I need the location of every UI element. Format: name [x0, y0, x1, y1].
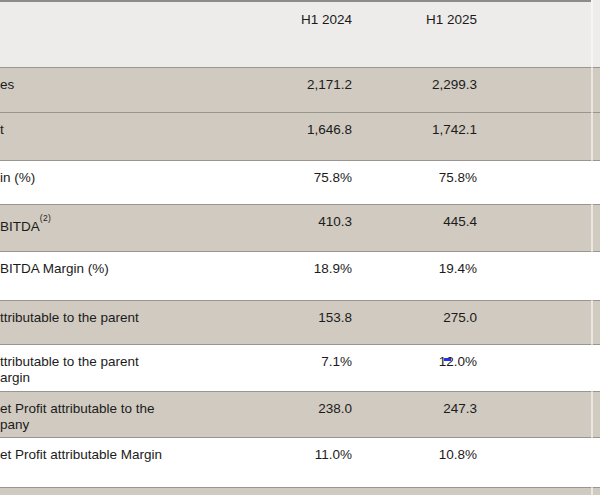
- value-h1-2025: 247.3: [352, 392, 477, 437]
- footnote-marker: (2): [40, 213, 51, 223]
- value-h1-2025: 445.4: [352, 205, 477, 251]
- financial-table: H1 2024 H1 2025 es 2,171.2 2,299.3 t 1,6…: [0, 0, 600, 495]
- value-h1-2025: 12.0%: [352, 345, 477, 391]
- table-row: BITDA Margin (%) 18.9% 19.4%: [0, 252, 600, 301]
- row-label: es: [0, 68, 222, 112]
- column-header-h1-2024: H1 2024: [222, 12, 352, 67]
- row-label: in (%): [0, 161, 222, 204]
- header-spacer: [0, 12, 222, 67]
- value-h1-2024: 11.0%: [222, 438, 352, 487]
- value-h1-2024: 2,171.2: [222, 68, 352, 112]
- value-h1-2024: 153.8: [222, 301, 352, 344]
- row-label: t: [0, 113, 222, 160]
- table-row-cropped: [0, 488, 600, 495]
- value-h1-2024: 7.1%: [222, 345, 352, 391]
- row-label: ttributable to the parent: [0, 301, 222, 344]
- table-row: in (%) 75.8% 75.8%: [0, 161, 600, 205]
- value-h1-2025: 2,299.3: [352, 68, 477, 112]
- table-row: es 2,171.2 2,299.3: [0, 68, 600, 113]
- table-row: t 1,646.8 1,742.1: [0, 113, 600, 161]
- table-row: et Profit attributable Margin 11.0% 10.8…: [0, 438, 600, 488]
- value-h1-2025: 10.8%: [352, 438, 477, 487]
- value-h1-2024: 1,646.8: [222, 113, 352, 160]
- text-caret-artifact: [444, 358, 451, 361]
- value-h1-2025: 75.8%: [352, 161, 477, 204]
- value-h1-2024: 18.9%: [222, 252, 352, 300]
- column-gap-line: [591, 0, 593, 495]
- value-h1-2024: 238.0: [222, 392, 352, 437]
- row-label: et Profit attributable Margin: [0, 438, 222, 487]
- row-label: BITDA(2): [0, 205, 222, 251]
- row-label: et Profit attributable to the pany: [0, 392, 222, 437]
- table-header-row: H1 2024 H1 2025: [0, 0, 600, 68]
- value-h1-2025: 1,742.1: [352, 113, 477, 160]
- value-h1-2024: 410.3: [222, 205, 352, 251]
- value-h1-2025: 275.0: [352, 301, 477, 344]
- financial-results-table-view: H1 2024 H1 2025 es 2,171.2 2,299.3 t 1,6…: [0, 0, 600, 495]
- table-row: BITDA(2) 410.3 445.4: [0, 205, 600, 252]
- row-label: BITDA Margin (%): [0, 252, 222, 300]
- value-h1-2024: 75.8%: [222, 161, 352, 204]
- value-h1-2025: 19.4%: [352, 252, 477, 300]
- column-header-h1-2025: H1 2025: [352, 12, 477, 67]
- row-label: ttributable to the parent argin: [0, 345, 222, 391]
- table-row: ttributable to the parent 153.8 275.0: [0, 301, 600, 345]
- table-row: ttributable to the parent argin 7.1% 12.…: [0, 345, 600, 392]
- row-label-text: BITDA: [0, 219, 40, 234]
- table-row: et Profit attributable to the pany 238.0…: [0, 392, 600, 438]
- table-top-border: [0, 0, 591, 2]
